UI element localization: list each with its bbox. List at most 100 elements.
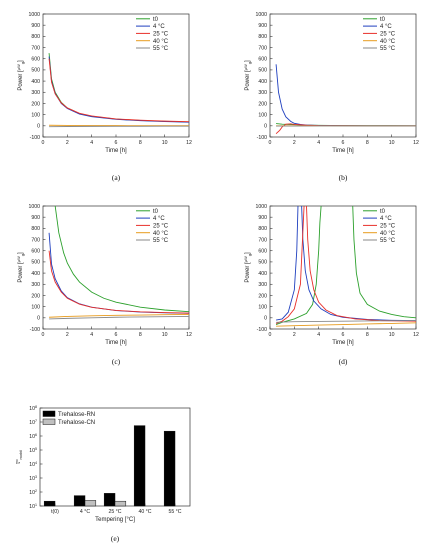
series-line-1 [48, 53, 189, 123]
legend-entry: t0 [153, 209, 159, 215]
x-tick-label: 0 [269, 140, 272, 146]
chart-legend: t04 °C 25 °C40 °C55 °C [363, 17, 396, 52]
y-tick-label: 0 [37, 124, 40, 130]
legend-entry: 25 °C [380, 32, 396, 38]
y-tick-label: 700 [258, 237, 267, 243]
bar-rn [133, 425, 146, 507]
y-tick-label: 600 [258, 57, 267, 63]
bar-cn [114, 500, 127, 507]
panel-caption: (d) [339, 357, 348, 366]
x-tick-label: 25 °C [108, 509, 121, 515]
x-tick-label: 40 °C [138, 509, 151, 515]
y-axis-label-part: Power [ [18, 70, 24, 91]
bar-rn [73, 495, 86, 507]
x-tick-label: 0 [42, 332, 45, 338]
x-tick-label: 2 [293, 140, 296, 146]
y-axis-label-part: µW [243, 64, 248, 70]
y-tick-exp: 4 [35, 461, 37, 465]
y-tick-label: 700 [258, 45, 267, 51]
series-line-3 [275, 206, 299, 321]
y-tick-label: -100 [30, 327, 40, 333]
x-tick-label: 12 [413, 140, 419, 146]
y-tick-label: 1000 [255, 204, 267, 210]
chart-legend: Trehalose-RN Trehalose-CN [42, 410, 95, 426]
bar-rn [163, 430, 176, 507]
y-tick-label: 102 [29, 489, 37, 496]
y-tick-label: 1000 [28, 12, 40, 18]
legend-entry: 55 °C [380, 238, 396, 244]
series-line-4 [301, 206, 416, 322]
y-tick-label: 400 [31, 79, 40, 85]
x-tick-label: 6 [115, 332, 118, 338]
y-tick-label: 104 [29, 461, 37, 468]
panel-caption: (a) [112, 173, 121, 182]
x-tick-label: 4 [90, 140, 93, 146]
y-tick-label: 200 [31, 101, 40, 107]
x-tick-label: 55 °C [168, 509, 181, 515]
y-tick-label: 200 [258, 293, 267, 299]
chart-legend: t04 °C 25 °C40 °C55 °C [136, 17, 169, 52]
y-tick-label: 800 [258, 34, 267, 40]
x-tick-label: 8 [366, 140, 369, 146]
legend-entry: Trehalose-CN [58, 420, 95, 426]
x-tick-label: 2 [66, 332, 69, 338]
bar-rn [43, 500, 56, 507]
y-axis-label: Power [µWg] [16, 252, 25, 283]
legend-entry: 25 °C [380, 224, 396, 230]
bar-rn [103, 493, 116, 507]
y-tick-exp: 5 [35, 447, 37, 451]
y-tick-label: 200 [258, 101, 267, 107]
y-tick-label: 100 [31, 112, 40, 118]
y-axis-label-part: µW [16, 64, 21, 70]
x-tick-label: 10 [389, 332, 395, 338]
y-tick-exp: 1 [35, 503, 37, 507]
y-tick-label: -100 [257, 327, 267, 333]
y-tick-base: 10 [29, 462, 35, 468]
chart-legend: t04 °C 25 °C40 °C55 °C [363, 209, 396, 244]
y-axis-label-part: µW [16, 256, 21, 262]
x-tick-label: 4 [317, 140, 320, 146]
y-axis-label: Power [µWg] [243, 60, 252, 91]
series-line-7 [276, 322, 416, 327]
y-axis-label-part: ] [245, 252, 251, 254]
y-tick-label: 300 [31, 282, 40, 288]
x-tick-label: 0 [42, 140, 45, 146]
y-tick-label: 106 [29, 433, 37, 440]
y-axis-label-part: ] [245, 60, 251, 62]
y-tick-exp: 6 [35, 433, 37, 437]
series-line-3 [48, 58, 189, 123]
y-axis-label: ταmobil [14, 450, 23, 464]
legend-entry: 4 °C [380, 216, 392, 222]
y-tick-label: 400 [258, 271, 267, 277]
y-tick-exp: 3 [35, 475, 37, 479]
y-tick-label: 700 [31, 237, 40, 243]
y-tick-label: 900 [31, 23, 40, 29]
x-tick-label: 6 [342, 332, 345, 338]
series-line-5 [49, 316, 189, 320]
y-tick-label: 100 [31, 304, 40, 310]
x-tick-label: 4 [317, 332, 320, 338]
legend-entry: 4 °C [380, 24, 392, 30]
y-axis-label-part: g [247, 254, 252, 256]
y-tick-label: 0 [264, 316, 267, 322]
x-axis-label: Time [h] [105, 148, 127, 154]
y-tick-base: 10 [29, 448, 35, 454]
x-tick-label: 6 [342, 140, 345, 146]
y-tick-label: 0 [37, 316, 40, 322]
y-tick-base: 10 [29, 504, 35, 510]
y-axis-label-part: τ [16, 461, 22, 464]
y-tick-base: 10 [29, 406, 35, 412]
legend-entry: 40 °C [153, 231, 169, 237]
y-tick-label: 500 [258, 68, 267, 74]
y-axis-label-part: µW [243, 256, 248, 262]
y-tick-label: 600 [258, 249, 267, 255]
y-tick-label: 300 [258, 282, 267, 288]
legend-entry: 55 °C [380, 46, 396, 52]
series-line-3 [48, 250, 189, 314]
y-axis-label: Power [µWg] [16, 60, 25, 91]
y-tick-label: 800 [31, 34, 40, 40]
y-tick-base: 10 [29, 490, 35, 496]
series-line-2 [48, 232, 189, 314]
x-tick-label: 2 [293, 332, 296, 338]
